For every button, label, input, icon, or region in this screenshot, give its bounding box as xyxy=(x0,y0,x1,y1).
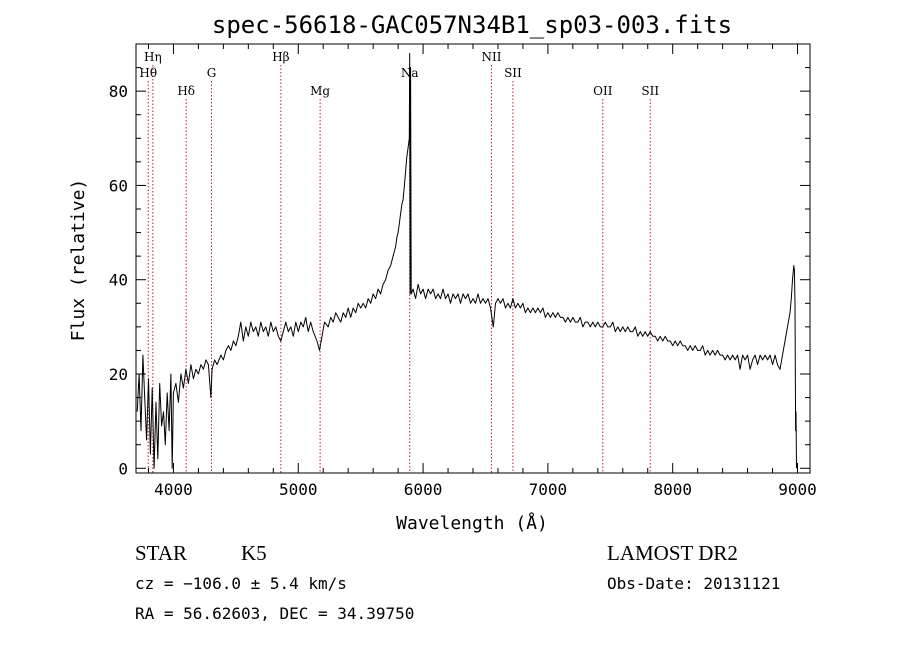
obs-date-text: Obs-Date: 20131121 xyxy=(607,574,780,593)
line-marker-label: Hδ xyxy=(177,84,195,98)
survey-label: LAMOST DR2 xyxy=(607,541,738,565)
redshift-text: cz = −106.0 ± 5.4 km/s xyxy=(135,574,347,593)
coordinates-text: RA = 56.62603, DEC = 34.39750 xyxy=(135,604,414,623)
line-marker-label: SII xyxy=(504,66,522,80)
line-marker-label: Hθ xyxy=(139,66,157,80)
x-tick-label: 7000 xyxy=(529,480,568,499)
x-tick-label: 9000 xyxy=(778,480,817,499)
class-label: STAR xyxy=(135,541,187,565)
y-tick-label: 40 xyxy=(109,271,128,290)
x-tick-label: 8000 xyxy=(653,480,692,499)
axis-ticks: 4000 5000 6000 7000 8000 9000 0 20 40 60 80 xyxy=(109,44,817,499)
line-marker-label: NII xyxy=(481,50,501,64)
subclass-label: K5 xyxy=(241,541,267,565)
y-axis-label: Flux (relative) xyxy=(68,179,89,342)
line-marker-label: SII xyxy=(641,84,659,98)
y-tick-label: 60 xyxy=(109,176,128,195)
spectrum-series xyxy=(136,52,797,469)
plot-frame xyxy=(135,43,811,474)
line-marker-label: Hβ xyxy=(272,50,289,64)
line-marker-label: OII xyxy=(593,84,613,98)
x-tick-label: 6000 xyxy=(404,480,443,499)
y-tick-label: 0 xyxy=(118,459,128,478)
line-marker-label: G xyxy=(207,66,217,80)
spectrum-line-0 xyxy=(136,52,797,469)
y-tick-label: 20 xyxy=(109,365,128,384)
line-marker-label: Mg xyxy=(310,84,330,98)
x-tick-label: 5000 xyxy=(279,480,318,499)
x-axis-label: Wavelength (Å) xyxy=(396,512,548,534)
x-tick-label: 4000 xyxy=(154,480,193,499)
y-tick-label: 80 xyxy=(109,82,128,101)
chart-title: spec-56618-GAC057N34B1_sp03-003.fits xyxy=(212,11,732,39)
line-marker-label: Hη xyxy=(144,50,162,64)
